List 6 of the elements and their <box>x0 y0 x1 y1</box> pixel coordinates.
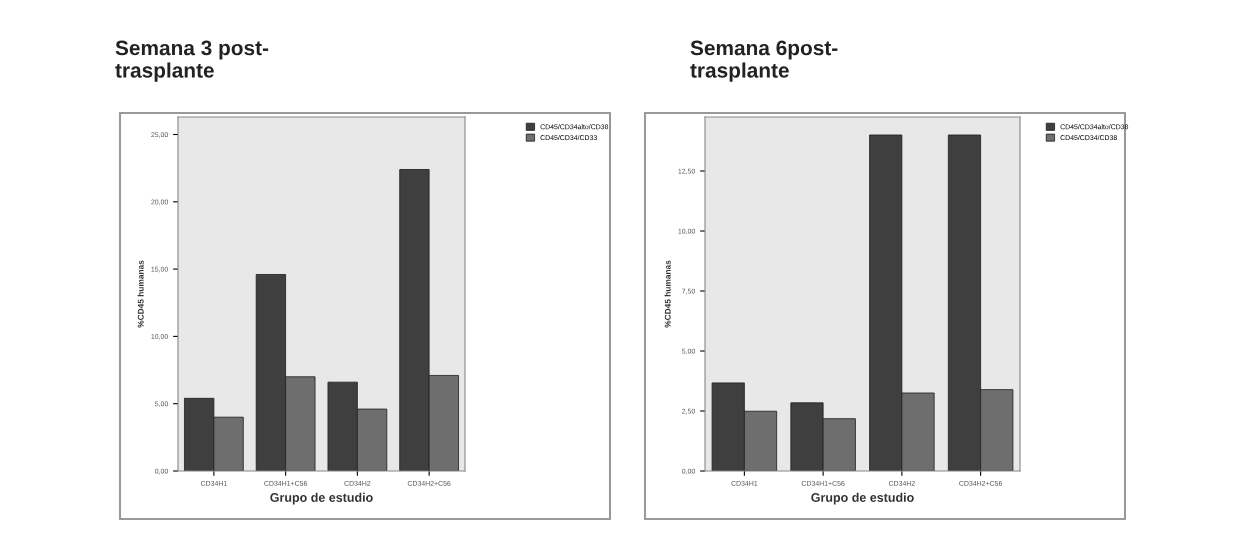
chart-title: Semana 6post- trasplante <box>690 40 838 82</box>
y-axis-title: %CD45 humanas <box>137 260 144 328</box>
chart-title: Semana 3 post- trasplante <box>115 40 269 82</box>
x-axis-title: Grupo de estudio <box>270 492 373 505</box>
x-axis-title: Grupo de estudio <box>811 492 914 505</box>
y-axis-title: %CD45 humanas <box>664 260 671 328</box>
